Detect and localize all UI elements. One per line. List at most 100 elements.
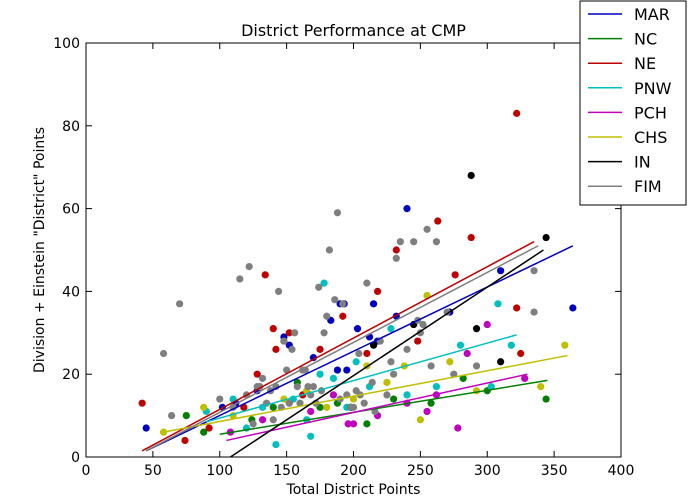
plot-frame bbox=[85, 42, 622, 458]
data-point-fim bbox=[410, 238, 418, 246]
data-point-pch bbox=[483, 320, 491, 329]
data-point-pnw bbox=[494, 300, 502, 308]
data-point-pch bbox=[258, 416, 267, 424]
data-point-pnw bbox=[352, 358, 360, 366]
x-tick-label: 250 bbox=[407, 463, 434, 479]
data-point-pch bbox=[521, 374, 529, 382]
trend-line-in bbox=[230, 249, 544, 458]
data-point-fim bbox=[360, 399, 368, 407]
data-point-pnw bbox=[320, 279, 328, 287]
data-point-fim bbox=[339, 300, 347, 308]
data-point-ne bbox=[253, 370, 261, 378]
data-point-fim bbox=[320, 329, 328, 337]
data-point-nc bbox=[363, 420, 371, 428]
data-point-fim bbox=[333, 209, 342, 217]
data-point-chs bbox=[561, 341, 569, 349]
data-point-fim bbox=[383, 391, 391, 399]
data-point-ne bbox=[316, 345, 324, 353]
data-point-pch bbox=[463, 349, 471, 358]
legend-label-pnw: PNW bbox=[634, 79, 672, 98]
data-point-fim bbox=[368, 378, 376, 387]
data-point-fim bbox=[296, 399, 304, 407]
data-point-mar bbox=[353, 325, 362, 333]
data-point-pnw bbox=[456, 341, 465, 349]
data-point-fim bbox=[387, 358, 395, 366]
data-point-fim bbox=[283, 366, 291, 374]
legend-box bbox=[579, 0, 687, 206]
data-point-fim bbox=[236, 275, 244, 283]
data-point-fim bbox=[432, 238, 441, 246]
data-point-pnw bbox=[507, 341, 515, 349]
trend-lines bbox=[141, 241, 574, 458]
data-point-ne bbox=[285, 329, 293, 337]
data-point-pnw bbox=[432, 383, 441, 391]
data-point-fim bbox=[363, 279, 371, 287]
data-point-mar bbox=[497, 267, 505, 275]
chart-title: District Performance at CMP bbox=[241, 21, 466, 40]
data-point-ne bbox=[434, 217, 442, 225]
data-point-fim bbox=[331, 296, 339, 304]
data-point-pnw bbox=[329, 374, 338, 382]
data-point-mar bbox=[142, 424, 150, 432]
data-point-chs bbox=[323, 403, 331, 411]
data-point-pnw bbox=[272, 440, 280, 449]
data-point-ne bbox=[517, 349, 525, 358]
data-point-ne bbox=[363, 349, 371, 358]
data-point-nc bbox=[459, 374, 467, 382]
data-point-fim bbox=[168, 412, 176, 420]
y-tick-label: 60 bbox=[62, 202, 80, 218]
x-tick-label: 150 bbox=[273, 463, 300, 479]
legend-label-fim: FIM bbox=[634, 177, 662, 196]
trend-line-fim bbox=[145, 245, 539, 452]
data-point-fim bbox=[280, 337, 288, 345]
data-point-fim bbox=[159, 349, 168, 358]
data-point-pnw bbox=[387, 325, 395, 333]
data-point-fim bbox=[443, 308, 451, 316]
data-point-mar bbox=[403, 205, 411, 213]
legend-label-in: IN bbox=[634, 153, 651, 172]
data-point-ne bbox=[414, 337, 422, 345]
data-point-fim bbox=[450, 370, 458, 378]
x-tick-label: 100 bbox=[206, 463, 233, 479]
data-point-ne bbox=[181, 436, 189, 445]
trend-line-nc bbox=[219, 379, 548, 435]
data-point-fim bbox=[396, 238, 404, 246]
data-point-in bbox=[497, 358, 505, 366]
data-point-nc bbox=[390, 395, 398, 403]
x-tick-label: 50 bbox=[144, 463, 162, 479]
data-point-pch bbox=[329, 391, 338, 399]
data-point-mar bbox=[343, 366, 351, 374]
data-point-fim bbox=[176, 300, 184, 308]
data-point-in bbox=[467, 171, 475, 180]
data-point-ne bbox=[513, 304, 521, 312]
data-point-fim bbox=[355, 349, 363, 358]
y-tick-label: 40 bbox=[62, 284, 80, 300]
legend-label-chs: CHS bbox=[634, 128, 667, 147]
data-point-nc bbox=[269, 403, 277, 411]
x-tick-label: 400 bbox=[608, 463, 635, 479]
data-point-ne bbox=[205, 424, 213, 432]
data-point-pch bbox=[423, 407, 431, 416]
data-point-fim bbox=[472, 362, 481, 370]
trend-line-pch bbox=[226, 373, 528, 442]
legend: MAR NC NE PNW PCH CHS IN FIM bbox=[579, 0, 687, 206]
data-point-chs bbox=[383, 378, 391, 387]
data-point-ne bbox=[138, 399, 146, 407]
data-point-mar bbox=[369, 300, 378, 308]
data-point-fim bbox=[419, 320, 427, 329]
y-axis-ticks: 0 20 40 60 80 100 bbox=[53, 36, 621, 466]
y-axis-label: Division + Einstein "District" Points bbox=[32, 127, 48, 373]
data-point-fim bbox=[285, 399, 293, 407]
data-point-ne bbox=[467, 233, 475, 242]
data-point-fim bbox=[315, 283, 323, 291]
data-point-in bbox=[542, 233, 550, 242]
x-tick-label: 0 bbox=[82, 463, 91, 479]
data-point-ne bbox=[513, 109, 521, 117]
data-point-fim bbox=[530, 267, 538, 275]
data-point-pch bbox=[307, 407, 315, 416]
data-point-fim bbox=[427, 362, 435, 370]
data-point-fim bbox=[423, 225, 431, 233]
data-point-fim bbox=[291, 329, 299, 337]
data-point-in bbox=[472, 325, 481, 333]
data-point-chs bbox=[446, 358, 454, 366]
